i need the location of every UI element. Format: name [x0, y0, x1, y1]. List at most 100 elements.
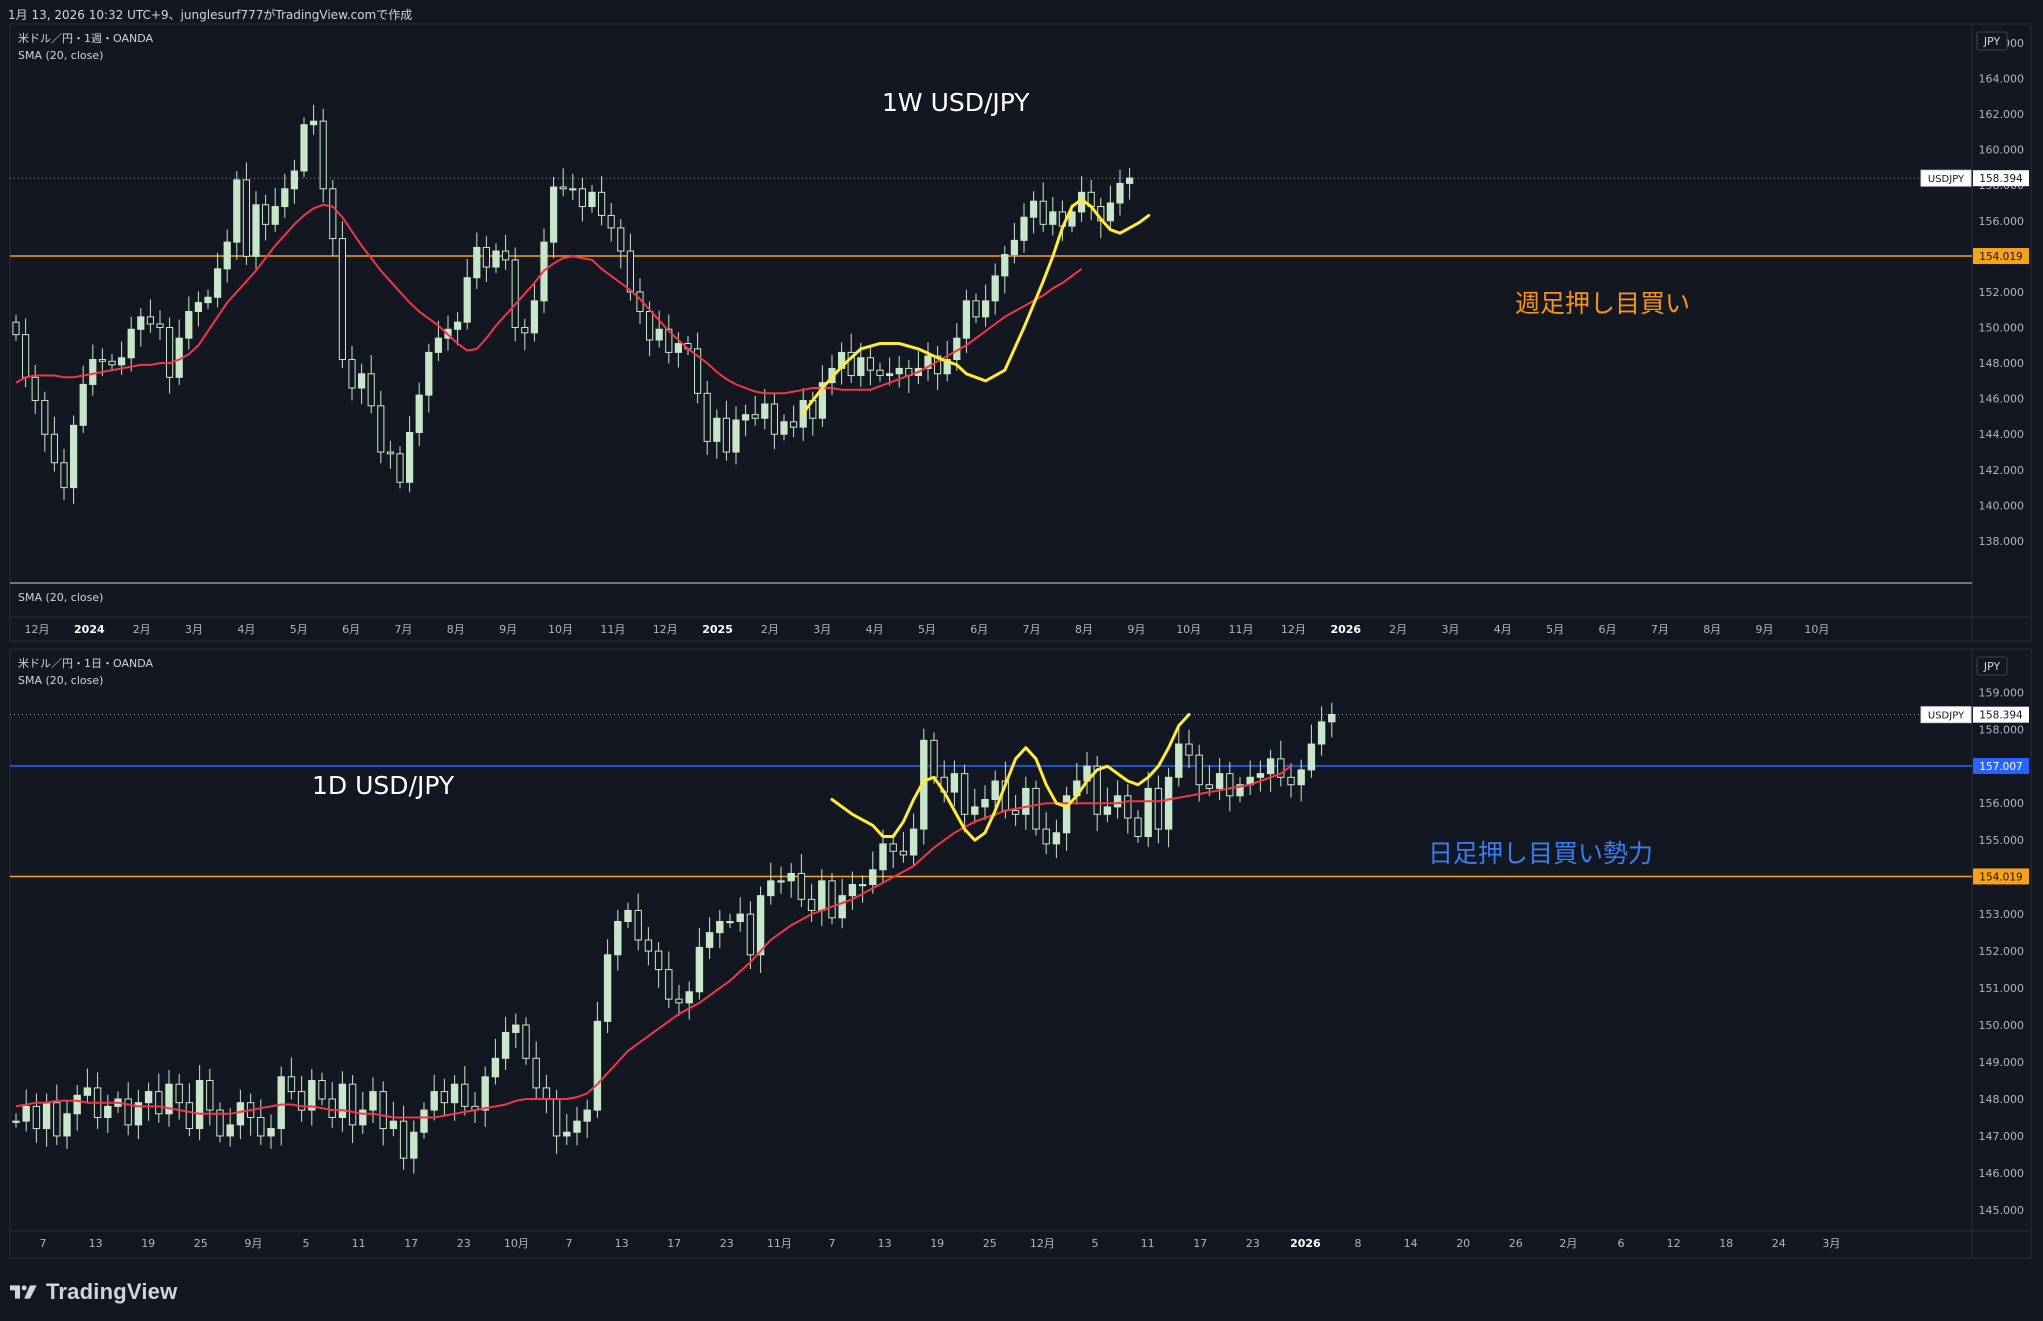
snapshot-caption: 1月 13, 2026 10:32 UTC+9、junglesurf777がTr… — [8, 8, 413, 22]
candle-body — [1236, 784, 1244, 797]
time-tick-label: 12 — [1667, 1237, 1681, 1250]
candle-body — [787, 872, 795, 882]
hand-drawn-stroke — [830, 713, 1191, 842]
time-tick-label: 9月 — [1756, 623, 1774, 636]
level-price-label: 154.019 — [1979, 871, 2022, 883]
candle-body — [223, 241, 231, 270]
candle-body — [242, 179, 251, 257]
time-tick-label: 2024 — [74, 623, 105, 636]
candle-body — [1124, 795, 1132, 819]
candle-body — [377, 405, 385, 453]
hand-drawn-stroke — [801, 197, 1151, 415]
time-tick-label: 12月 — [1281, 623, 1306, 636]
price-tick-label: 142.000 — [1979, 464, 2025, 477]
candle-body — [31, 376, 39, 401]
candle-body — [165, 1083, 173, 1115]
candle-body — [1062, 795, 1071, 834]
candle-body — [521, 327, 529, 334]
candle-body — [746, 913, 755, 956]
candle-body — [12, 321, 20, 336]
candle-body — [83, 1087, 92, 1096]
candle-body — [1226, 773, 1234, 797]
candle-body — [481, 1076, 489, 1111]
indicator-legend: SMA (20, close) — [18, 49, 103, 62]
time-tick-label: 5月 — [290, 623, 308, 636]
time-tick-label: 11月 — [600, 623, 625, 636]
last-price-label: 158.394 — [1979, 173, 2023, 185]
brand-logo[interactable]: TradingView — [10, 1278, 177, 1306]
candle-body — [461, 1083, 469, 1107]
candle-body — [617, 227, 625, 252]
candle-body — [614, 921, 622, 956]
candle-body — [185, 311, 193, 339]
time-tick-label: 2026 — [1330, 623, 1361, 636]
candle-body — [473, 246, 481, 279]
time-tick-label: 10月 — [1176, 623, 1201, 636]
candle-body — [348, 1083, 357, 1126]
candle-body — [1032, 787, 1040, 830]
candle-body — [501, 1031, 510, 1059]
candle-body — [127, 328, 135, 359]
price-tick-label: 150.000 — [1979, 1019, 2025, 1032]
candle-body — [386, 451, 394, 455]
candle-body — [166, 327, 174, 378]
candle-body — [137, 316, 145, 330]
candle-body — [655, 328, 663, 341]
time-tick-label: 14 — [1404, 1237, 1418, 1250]
candle-body — [194, 302, 203, 313]
time-tick-label: 17 — [1193, 1237, 1207, 1250]
time-tick-label: 25 — [194, 1237, 208, 1250]
candle-body — [1039, 200, 1047, 225]
candle-body — [175, 1083, 183, 1104]
candle-body — [236, 1102, 245, 1126]
price-tick-label: 138.000 — [1979, 535, 2025, 548]
price-tick-label: 151.000 — [1979, 982, 2025, 995]
candle-body — [1317, 721, 1326, 745]
time-tick-label: 11月 — [767, 1237, 792, 1250]
candle-body — [1116, 182, 1124, 204]
time-tick-label: 4月 — [1494, 623, 1512, 636]
candle-body — [624, 909, 632, 923]
chart-1: 166.000164.000162.000160.000158.000156.0… — [10, 31, 2029, 636]
candle-body — [573, 1120, 581, 1133]
candle-body — [233, 179, 241, 243]
snapshot-header: 1月 13, 2026 10:32 UTC+9、junglesurf777がTr… — [0, 0, 2043, 26]
candle-body — [895, 367, 903, 375]
candle-body — [705, 932, 714, 948]
time-tick-label: 10月 — [1804, 623, 1829, 636]
candle-body — [267, 1128, 275, 1137]
candle-body — [1022, 787, 1030, 815]
time-tick-label: 4月 — [866, 623, 884, 636]
time-tick-label: 17 — [667, 1237, 681, 1250]
candle-body — [780, 421, 788, 435]
time-tick-label: 5 — [1092, 1237, 1099, 1250]
candle-body — [1185, 743, 1193, 756]
candle-body — [420, 1109, 428, 1133]
candle-body — [858, 884, 867, 887]
chart-2: 159.000158.000157.000156.000155.000154.0… — [10, 656, 2029, 1250]
candle-body — [981, 799, 989, 808]
candle-body — [329, 188, 337, 240]
last-price-label: 158.394 — [1979, 710, 2023, 722]
price-tick-label: 162.000 — [1979, 108, 2025, 121]
time-tick-label: 3月 — [1822, 1237, 1840, 1250]
price-tick-label: 160.000 — [1979, 144, 2025, 157]
time-tick-label: 20 — [1456, 1237, 1470, 1250]
candle-body — [1126, 177, 1134, 184]
candle-body — [713, 417, 721, 442]
candle-body — [603, 954, 612, 1022]
time-tick-label: 8 — [1355, 1237, 1362, 1250]
candle-body — [108, 360, 116, 366]
candle-body — [206, 1080, 214, 1111]
candle-body — [1195, 754, 1203, 786]
candle-body — [742, 414, 750, 421]
candle-body — [588, 191, 596, 208]
time-tick-label: 2月 — [761, 623, 779, 636]
candle-body — [818, 382, 826, 419]
brand-name: TradingView — [46, 1279, 178, 1304]
candle-body — [287, 1076, 296, 1093]
candle-body — [950, 773, 959, 793]
candle-body — [943, 359, 951, 375]
